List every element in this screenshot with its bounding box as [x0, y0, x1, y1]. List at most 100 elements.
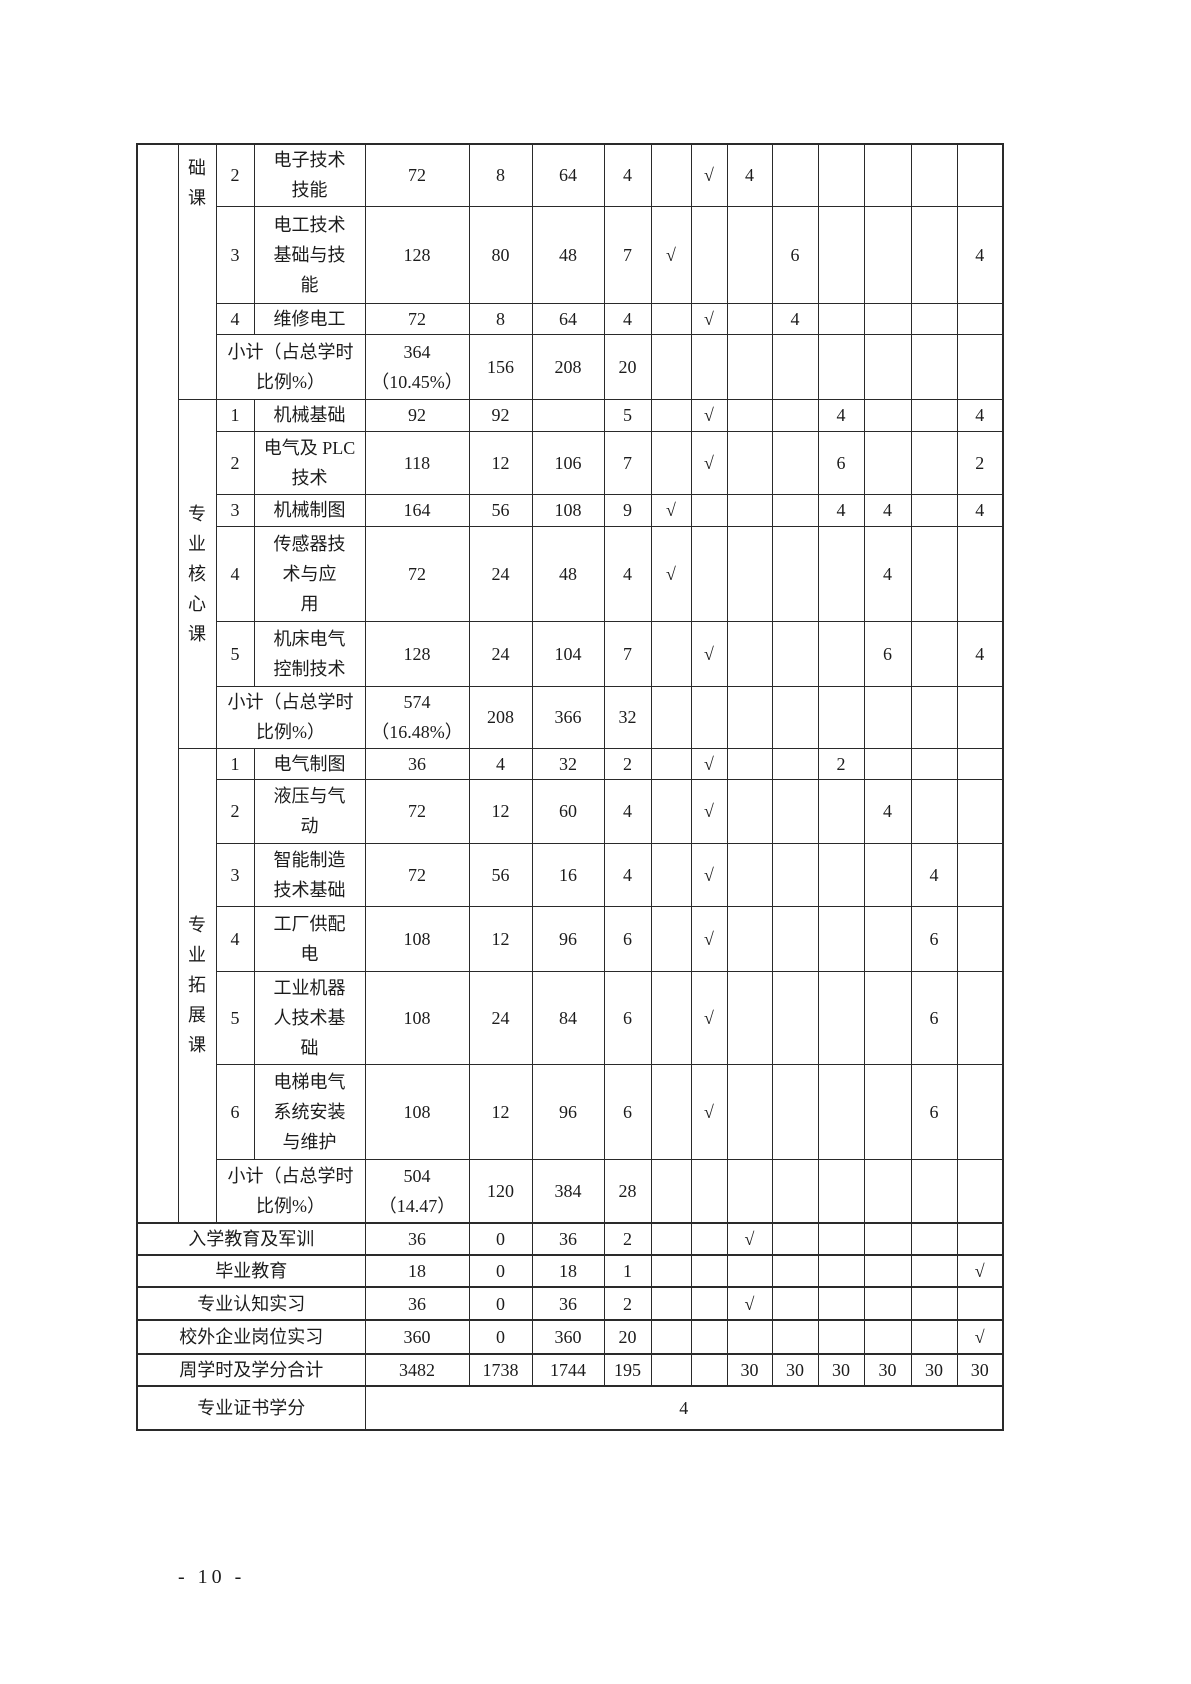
table-cell	[863, 1286, 912, 1321]
certificate-label: 专业证书学分	[136, 1385, 366, 1431]
table-cell: 1738	[468, 1353, 533, 1387]
table-cell: 4	[603, 778, 652, 844]
row-label: 校外企业岗位实习	[136, 1319, 366, 1355]
course-name: 电工技术 基础与技 能	[253, 205, 366, 304]
subtotal-hours: 574 （16.48%）	[364, 685, 470, 749]
table-cell: 36	[531, 1222, 605, 1256]
course-name: 传感器技 术与应 用	[253, 525, 366, 622]
table-cell	[650, 398, 692, 432]
table-cell: 48	[531, 205, 605, 304]
table-cell: 72	[364, 143, 470, 207]
course-index: 1	[215, 747, 255, 780]
table-cell: 360	[531, 1319, 605, 1355]
table-cell: 195	[603, 1353, 652, 1387]
course-index: 3	[215, 493, 255, 527]
table-cell	[817, 1063, 865, 1160]
table-cell	[863, 747, 912, 780]
table-cell	[650, 430, 692, 495]
table-cell	[863, 333, 912, 400]
table-cell	[650, 620, 692, 687]
table-cell: 32	[531, 747, 605, 780]
table-cell: 366	[531, 685, 605, 749]
table-cell	[650, 1158, 692, 1224]
table-cell: 24	[468, 525, 533, 622]
table-cell	[650, 302, 692, 335]
table-cell: 18	[364, 1254, 470, 1288]
table-cell: 30	[956, 1353, 1004, 1387]
table-cell: 4	[863, 778, 912, 844]
table-cell	[910, 1254, 958, 1288]
table-cell: 2	[603, 1222, 652, 1256]
check-mark: √	[650, 205, 692, 304]
table-cell	[726, 302, 773, 335]
table-cell	[771, 620, 819, 687]
course-name: 电气制图	[253, 747, 366, 780]
table-cell: 120	[468, 1158, 533, 1224]
table-cell	[726, 970, 773, 1065]
table-cell: 28	[603, 1158, 652, 1224]
table-cell: 6	[603, 1063, 652, 1160]
table-cell: 108	[364, 970, 470, 1065]
table-cell	[650, 1063, 692, 1160]
table-cell: 16	[531, 842, 605, 907]
table-cell	[863, 905, 912, 972]
table-cell	[650, 970, 692, 1065]
subtotal-hours: 364 （10.45%）	[364, 333, 470, 400]
table-cell	[726, 525, 773, 622]
table-cell: 4	[863, 493, 912, 527]
table-cell	[817, 970, 865, 1065]
table-cell	[956, 970, 1004, 1065]
table-cell	[863, 1158, 912, 1224]
table-cell	[771, 1319, 819, 1355]
table-cell	[650, 747, 692, 780]
table-cell	[956, 1158, 1004, 1224]
check-mark: √	[726, 1286, 773, 1321]
table-cell	[650, 685, 692, 749]
table-cell: 92	[468, 398, 533, 432]
check-mark: √	[650, 525, 692, 622]
course-name: 维修电工	[253, 302, 366, 335]
table-cell: 72	[364, 525, 470, 622]
table-cell: 4	[603, 143, 652, 207]
table-cell	[910, 685, 958, 749]
table-cell	[817, 1254, 865, 1288]
table-cell	[771, 333, 819, 400]
course-name: 电气及 PLC 技术	[253, 430, 366, 495]
table-cell: 6	[603, 905, 652, 972]
table-cell: 30	[771, 1353, 819, 1387]
table-cell: 4	[956, 493, 1004, 527]
table-cell: 208	[531, 333, 605, 400]
check-mark: √	[690, 842, 728, 907]
table-cell: 128	[364, 620, 470, 687]
table-cell	[726, 1158, 773, 1224]
table-cell: 72	[364, 302, 470, 335]
row-label: 专业认知实习	[136, 1286, 366, 1321]
table-cell: 30	[726, 1353, 773, 1387]
table-cell	[956, 525, 1004, 622]
table-cell	[910, 333, 958, 400]
table-cell: 48	[531, 525, 605, 622]
table-cell	[817, 302, 865, 335]
course-name: 液压与气 动	[253, 778, 366, 844]
table-cell	[650, 333, 692, 400]
table-cell: 6	[910, 970, 958, 1065]
course-index: 4	[215, 905, 255, 972]
table-cell: 6	[910, 905, 958, 972]
table-cell: 164	[364, 493, 470, 527]
course-name: 机床电气 控制技术	[253, 620, 366, 687]
check-mark: √	[690, 398, 728, 432]
left-group-column	[136, 143, 179, 1224]
table-cell	[771, 747, 819, 780]
course-name: 电梯电气 系统安装 与维护	[253, 1063, 366, 1160]
table-cell	[863, 205, 912, 304]
table-cell	[910, 1158, 958, 1224]
course-index: 6	[215, 1063, 255, 1160]
table-cell	[726, 493, 773, 527]
table-cell: 4	[817, 493, 865, 527]
table-cell: 60	[531, 778, 605, 844]
table-cell	[771, 493, 819, 527]
table-cell	[771, 398, 819, 432]
check-mark: √	[690, 747, 728, 780]
table-cell	[726, 430, 773, 495]
